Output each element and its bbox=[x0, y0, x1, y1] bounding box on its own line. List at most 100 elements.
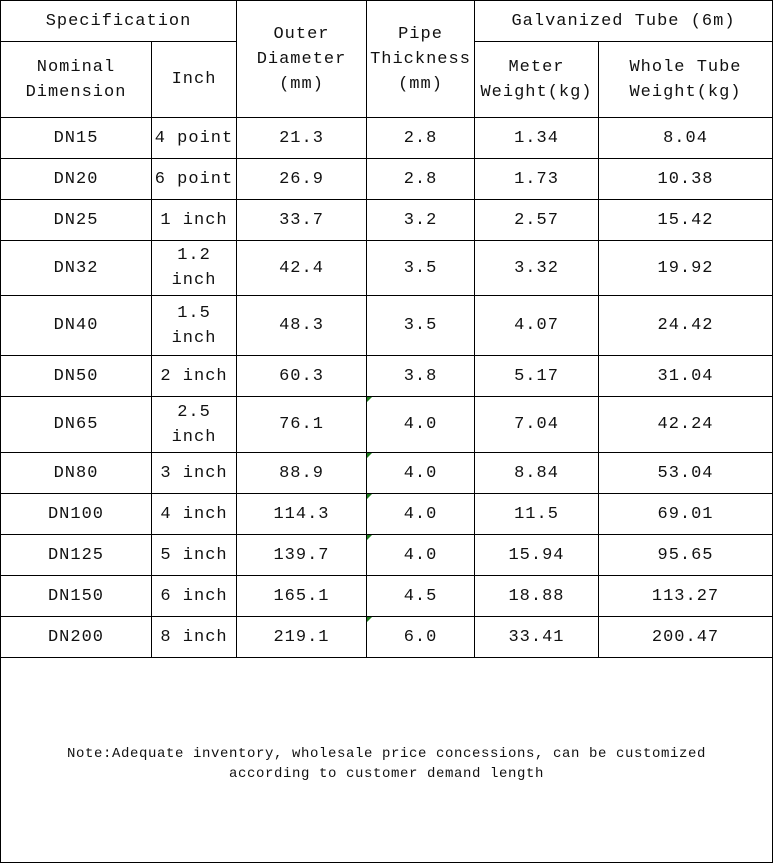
note-line: according to customer demand length bbox=[228, 766, 545, 782]
table-row: DN150 6 inch 165.1 4.5 18.88 113.27 bbox=[0, 575, 773, 617]
header-text: Outer bbox=[273, 24, 330, 44]
cell-whole-tube-weight: 31.04 bbox=[597, 355, 773, 397]
header-text: Nominal bbox=[36, 57, 116, 77]
cell-meter-weight: 2.57 bbox=[474, 199, 599, 241]
cell-nominal-dimension: DN32 bbox=[0, 240, 152, 296]
cell-inch: 4 inch bbox=[151, 493, 237, 535]
cell-whole-tube-weight: 95.65 bbox=[597, 534, 773, 576]
cell-thickness: 4.0 bbox=[366, 493, 475, 535]
table-row: DN65 2.5 inch 76.1 4.0 7.04 42.24 bbox=[0, 396, 773, 453]
cell-nominal-dimension: DN15 bbox=[0, 117, 152, 159]
cell-whole-tube-weight: 15.42 bbox=[597, 199, 773, 241]
note-text: Note:Adequate inventory, wholesale price… bbox=[0, 657, 773, 863]
cell-thickness: 4.0 bbox=[366, 396, 475, 453]
cell-outer-diameter: 33.7 bbox=[236, 199, 367, 241]
cell-nominal-dimension: DN125 bbox=[0, 534, 152, 576]
cell-thickness: 2.8 bbox=[366, 117, 475, 159]
cell-meter-weight: 4.07 bbox=[474, 295, 599, 356]
cell-outer-diameter: 139.7 bbox=[236, 534, 367, 576]
cell-outer-diameter: 60.3 bbox=[236, 355, 367, 397]
header-pipe-thickness: Pipe Thickness (mm) bbox=[366, 0, 475, 118]
cell-whole-tube-weight: 24.42 bbox=[597, 295, 773, 356]
cell-meter-weight: 1.34 bbox=[474, 117, 599, 159]
cell-whole-tube-weight: 8.04 bbox=[597, 117, 773, 159]
table-row: DN15 4 point 21.3 2.8 1.34 8.04 bbox=[0, 117, 773, 159]
header-galvanized-tube: Galvanized Tube (6m) bbox=[473, 0, 773, 42]
header-text: Whole Tube bbox=[629, 57, 742, 77]
cell-inch: 2.5 inch bbox=[151, 396, 237, 453]
header-specification: Specification bbox=[0, 0, 237, 42]
table-row: DN200 8 inch 219.1 6.0 33.41 200.47 bbox=[0, 616, 773, 658]
cell-nominal-dimension: DN100 bbox=[0, 493, 152, 535]
header-text: (mm) bbox=[279, 74, 324, 94]
cell-outer-diameter: 21.3 bbox=[236, 117, 367, 159]
table-row: DN20 6 point 26.9 2.8 1.73 10.38 bbox=[0, 158, 773, 200]
cell-whole-tube-weight: 200.47 bbox=[597, 616, 773, 658]
cell-whole-tube-weight: 53.04 bbox=[597, 452, 773, 494]
cell-whole-tube-weight: 113.27 bbox=[597, 575, 773, 617]
cell-outer-diameter: 42.4 bbox=[236, 240, 367, 296]
cell-nominal-dimension: DN50 bbox=[0, 355, 152, 397]
table-row: DN40 1.5 inch 48.3 3.5 4.07 24.42 bbox=[0, 295, 773, 356]
header-text: Diameter bbox=[256, 49, 347, 69]
cell-nominal-dimension: DN150 bbox=[0, 575, 152, 617]
table-row: DN32 1.2 inch 42.4 3.5 3.32 19.92 bbox=[0, 240, 773, 296]
cell-meter-weight: 1.73 bbox=[474, 158, 599, 200]
header-text: Weight(kg) bbox=[629, 82, 742, 102]
cell-inch: 1 inch bbox=[151, 199, 237, 241]
cell-nominal-dimension: DN25 bbox=[0, 199, 152, 241]
cell-thickness: 3.8 bbox=[366, 355, 475, 397]
table-row: DN50 2 inch 60.3 3.8 5.17 31.04 bbox=[0, 355, 773, 397]
cell-outer-diameter: 26.9 bbox=[236, 158, 367, 200]
header-whole-tube-weight: Whole Tube Weight(kg) bbox=[597, 41, 773, 118]
cell-inch: 1.2 inch bbox=[151, 240, 237, 296]
header-nominal-dimension: Nominal Dimension bbox=[0, 41, 152, 118]
cell-inch: 2 inch bbox=[151, 355, 237, 397]
header-text: (mm) bbox=[398, 74, 443, 94]
header-outer-diameter: Outer Diameter (mm) bbox=[236, 0, 367, 118]
cell-thickness: 4.0 bbox=[366, 452, 475, 494]
cell-thickness: 6.0 bbox=[366, 616, 475, 658]
cell-thickness: 3.5 bbox=[366, 295, 475, 356]
cell-inch: 5 inch bbox=[151, 534, 237, 576]
table-row: DN25 1 inch 33.7 3.2 2.57 15.42 bbox=[0, 199, 773, 241]
cell-meter-weight: 7.04 bbox=[474, 396, 599, 453]
cell-inch: 3 inch bbox=[151, 452, 237, 494]
cell-outer-diameter: 88.9 bbox=[236, 452, 367, 494]
cell-outer-diameter: 165.1 bbox=[236, 575, 367, 617]
header-text: Meter bbox=[508, 57, 565, 77]
cell-thickness: 3.5 bbox=[366, 240, 475, 296]
header-text: Dimension bbox=[25, 82, 127, 102]
cell-whole-tube-weight: 19.92 bbox=[597, 240, 773, 296]
cell-nominal-dimension: DN40 bbox=[0, 295, 152, 356]
cell-meter-weight: 8.84 bbox=[474, 452, 599, 494]
cell-nominal-dimension: DN200 bbox=[0, 616, 152, 658]
cell-inch: 1.5 inch bbox=[151, 295, 237, 356]
cell-nominal-dimension: DN20 bbox=[0, 158, 152, 200]
cell-meter-weight: 15.94 bbox=[474, 534, 599, 576]
cell-outer-diameter: 48.3 bbox=[236, 295, 367, 356]
header-meter-weight: Meter Weight(kg) bbox=[474, 41, 599, 118]
header-text: Pipe bbox=[398, 24, 443, 44]
cell-inch: 8 inch bbox=[151, 616, 237, 658]
cell-inch: 4 point bbox=[151, 117, 237, 159]
cell-nominal-dimension: DN65 bbox=[0, 396, 152, 453]
table-row: DN80 3 inch 88.9 4.0 8.84 53.04 bbox=[0, 452, 773, 494]
cell-whole-tube-weight: 10.38 bbox=[597, 158, 773, 200]
cell-meter-weight: 33.41 bbox=[474, 616, 599, 658]
cell-thickness: 2.8 bbox=[366, 158, 475, 200]
cell-meter-weight: 3.32 bbox=[474, 240, 599, 296]
cell-thickness: 4.5 bbox=[366, 575, 475, 617]
cell-inch: 6 point bbox=[151, 158, 237, 200]
table-row: DN125 5 inch 139.7 4.0 15.94 95.65 bbox=[0, 534, 773, 576]
cell-inch: 6 inch bbox=[151, 575, 237, 617]
table-row: DN100 4 inch 114.3 4.0 11.5 69.01 bbox=[0, 493, 773, 535]
cell-thickness: 3.2 bbox=[366, 199, 475, 241]
cell-outer-diameter: 114.3 bbox=[236, 493, 367, 535]
cell-meter-weight: 18.88 bbox=[474, 575, 599, 617]
note-line: Note:Adequate inventory, wholesale price… bbox=[66, 746, 707, 762]
cell-whole-tube-weight: 69.01 bbox=[597, 493, 773, 535]
header-text: Weight(kg) bbox=[480, 82, 593, 102]
cell-outer-diameter: 76.1 bbox=[236, 396, 367, 453]
